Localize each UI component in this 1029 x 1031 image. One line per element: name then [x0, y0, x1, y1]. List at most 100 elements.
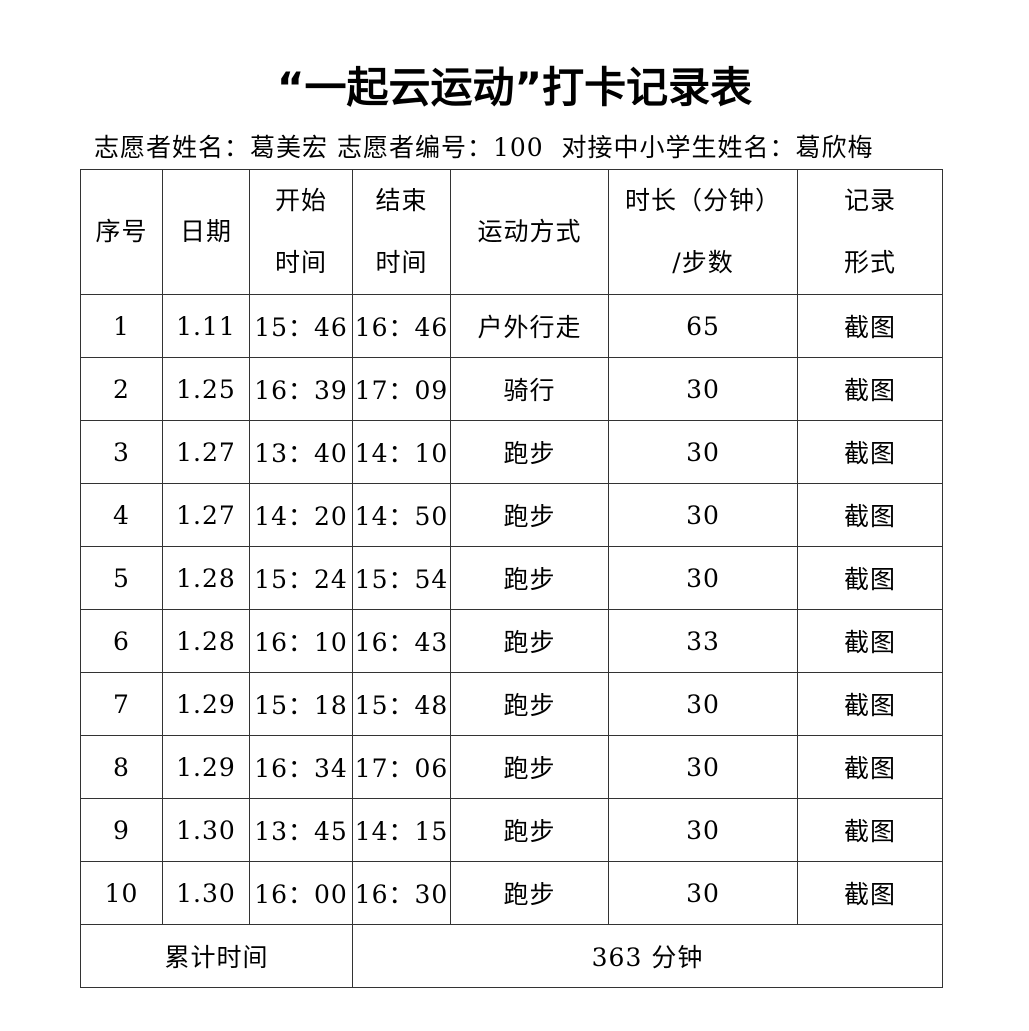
page-title: “一起云运动”打卡记录表: [276, 63, 753, 112]
cell-duration: 30: [608, 672, 798, 736]
header-text: 时长（分钟）: [624, 186, 781, 215]
cell-end-time: 15：54: [352, 546, 451, 610]
header-text: 形式: [843, 248, 896, 277]
cell-end-time: 14：10: [352, 420, 451, 484]
cell-index: 9: [80, 798, 163, 862]
header-duration: 时长（分钟） /步数: [608, 169, 798, 295]
header-text: 结束: [375, 186, 428, 215]
cell-duration: 30: [608, 420, 798, 484]
cell-end-time: 16：46: [352, 294, 451, 358]
header-date: 日期: [162, 169, 250, 295]
cell-date: 1.29: [162, 672, 250, 736]
cell-duration: 30: [608, 798, 798, 862]
cell-duration: 65: [608, 294, 798, 358]
cell-record-form: 截图: [797, 420, 943, 484]
cell-duration: 30: [608, 483, 798, 547]
table-row: 6 1.28 16：10 16：43 跑步 33 截图: [80, 609, 943, 673]
cell-record-form: 截图: [797, 483, 943, 547]
cell-duration: 30: [608, 357, 798, 421]
cell-index: 6: [80, 609, 163, 673]
header-text: 开始: [274, 186, 327, 215]
header-text: 序号: [95, 217, 148, 246]
cell-exercise-type: 骑行: [450, 357, 609, 421]
cell-end-time: 14：50: [352, 483, 451, 547]
table-row: 3 1.27 13：40 14：10 跑步 30 截图: [80, 420, 943, 484]
cell-index: 1: [80, 294, 163, 358]
cell-exercise-type: 跑步: [450, 420, 609, 484]
cell-record-form: 截图: [797, 861, 943, 925]
volunteer-info: 志愿者姓名：葛美宏 志愿者编号：100 对接中小学生姓名：葛欣梅: [94, 133, 874, 162]
cell-exercise-type: 跑步: [450, 798, 609, 862]
cell-end-time: 17：09: [352, 357, 451, 421]
cell-date: 1.30: [162, 798, 250, 862]
cell-start-time: 13：40: [249, 420, 353, 484]
table-row: 1 1.11 15：46 16：46 户外行走 65 截图: [80, 294, 943, 358]
table-row: 7 1.29 15：18 15：48 跑步 30 截图: [80, 672, 943, 736]
cell-index: 10: [80, 861, 163, 925]
cell-duration: 30: [608, 735, 798, 799]
header-text: 运动方式: [477, 217, 582, 246]
table-row: 9 1.30 13：45 14：15 跑步 30 截图: [80, 798, 943, 862]
cell-exercise-type: 跑步: [450, 483, 609, 547]
header-start-time: 开始 时间: [249, 169, 353, 295]
cell-date: 1.28: [162, 609, 250, 673]
cell-exercise-type: 跑步: [450, 609, 609, 673]
cell-duration: 30: [608, 546, 798, 610]
cell-start-time: 16：34: [249, 735, 353, 799]
header-text: 记录: [843, 186, 896, 215]
table-row: 5 1.28 15：24 15：54 跑步 30 截图: [80, 546, 943, 610]
cell-end-time: 16：43: [352, 609, 451, 673]
cell-date: 1.25: [162, 357, 250, 421]
cell-start-time: 15：18: [249, 672, 353, 736]
cell-date: 1.28: [162, 546, 250, 610]
header-end-time: 结束 时间: [352, 169, 451, 295]
cell-date: 1.29: [162, 735, 250, 799]
cell-duration: 33: [608, 609, 798, 673]
cell-end-time: 17：06: [352, 735, 451, 799]
header-text: /步数: [672, 248, 734, 277]
table-row: 4 1.27 14：20 14：50 跑步 30 截图: [80, 483, 943, 547]
cell-record-form: 截图: [797, 546, 943, 610]
cell-record-form: 截图: [797, 609, 943, 673]
table-row: 8 1.29 16：34 17：06 跑步 30 截图: [80, 735, 943, 799]
table-row: 10 1.30 16：00 16：30 跑步 30 截图: [80, 861, 943, 925]
cell-record-form: 截图: [797, 735, 943, 799]
cell-exercise-type: 跑步: [450, 861, 609, 925]
cell-date: 1.30: [162, 861, 250, 925]
cell-record-form: 截图: [797, 672, 943, 736]
cell-index: 3: [80, 420, 163, 484]
cell-exercise-type: 跑步: [450, 672, 609, 736]
header-exercise-type: 运动方式: [450, 169, 609, 295]
cell-start-time: 16：00: [249, 861, 353, 925]
cell-start-time: 16：39: [249, 357, 353, 421]
header-text: 时间: [375, 248, 428, 277]
cell-index: 7: [80, 672, 163, 736]
cell-record-form: 截图: [797, 294, 943, 358]
cell-record-form: 截图: [797, 798, 943, 862]
cell-index: 2: [80, 357, 163, 421]
cell-index: 4: [80, 483, 163, 547]
cell-start-time: 16：10: [249, 609, 353, 673]
header-record-form: 记录 形式: [797, 169, 943, 295]
cell-end-time: 16：30: [352, 861, 451, 925]
cell-exercise-type: 跑步: [450, 546, 609, 610]
cell-index: 8: [80, 735, 163, 799]
cell-record-form: 截图: [797, 357, 943, 421]
cell-start-time: 14：20: [249, 483, 353, 547]
cell-start-time: 13：45: [249, 798, 353, 862]
table-row: 2 1.25 16：39 17：09 骑行 30 截图: [80, 357, 943, 421]
cell-duration: 30: [608, 861, 798, 925]
cell-index: 5: [80, 546, 163, 610]
total-row: 累计时间 363 分钟: [80, 924, 943, 988]
cell-exercise-type: 跑步: [450, 735, 609, 799]
total-label: 累计时间: [80, 924, 353, 988]
record-table: 序号 日期 开始 时间 结束 时间 运动方式 时长（分钟）/步数 记录 形式 1 1.11 15：46…: [80, 169, 943, 988]
cell-start-time: 15：24: [249, 546, 353, 610]
header-index: 序号: [80, 169, 163, 295]
cell-start-time: 15：46: [249, 294, 353, 358]
cell-end-time: 15：48: [352, 672, 451, 736]
cell-end-time: 14：15: [352, 798, 451, 862]
header-text: 日期: [179, 217, 232, 246]
cell-date: 1.11: [162, 294, 250, 358]
cell-exercise-type: 户外行走: [450, 294, 609, 358]
